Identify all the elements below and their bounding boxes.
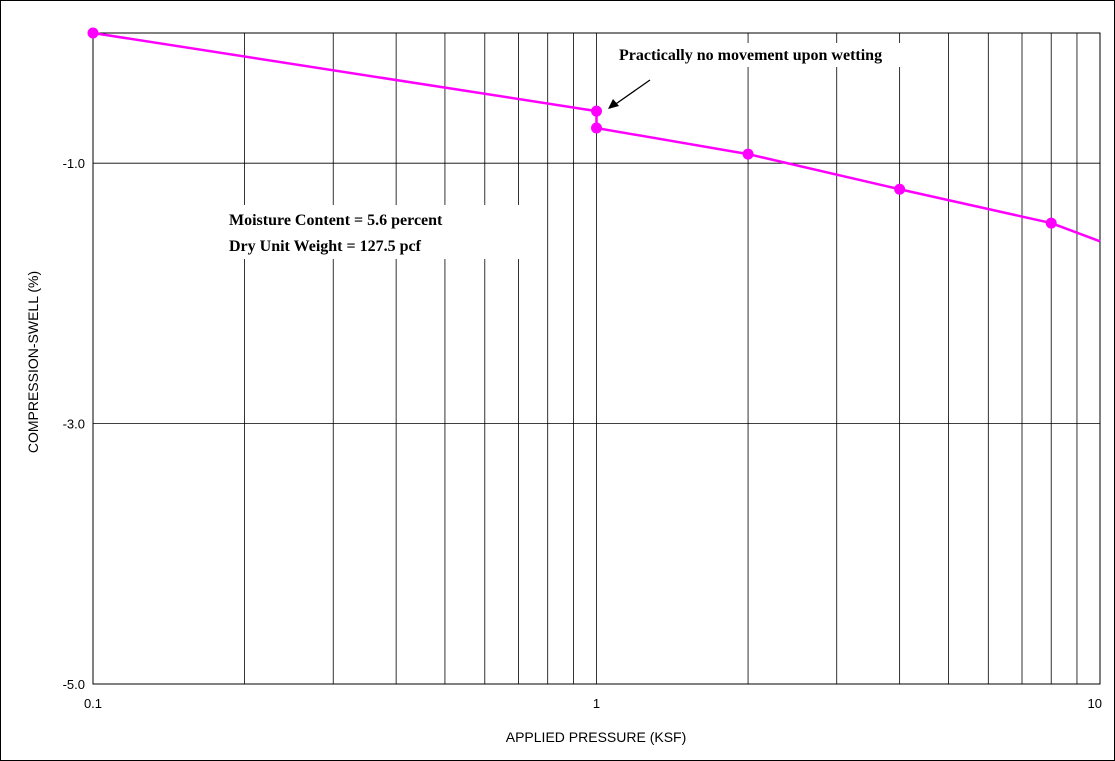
moisture-content-label: Moisture Content = 5.6 percent [229, 212, 443, 229]
data-point [87, 27, 99, 39]
annotation-box [222, 205, 547, 259]
data-point [1045, 217, 1057, 229]
data-point [894, 183, 906, 195]
x-tick-label: 10 [1088, 696, 1102, 711]
y-tick-label: -5.0 [63, 677, 85, 692]
wetting-note-box [614, 43, 944, 67]
x-tick-label: 1 [593, 696, 600, 711]
plot-area [92, 32, 1101, 685]
x-axis-title: APPLIED PRESSURE (KSF) [506, 729, 687, 745]
y-tick-labels: -1.0 -3.0 -5.0 [63, 156, 85, 692]
data-point [591, 105, 602, 117]
dry-unit-weight-label: Dry Unit Weight = 127.5 pcf [229, 238, 422, 255]
y-tick-label: -3.0 [63, 417, 85, 432]
x-tick-label: 0.1 [84, 696, 102, 711]
x-tick-labels: 0.1 1 10 [84, 696, 1102, 711]
grid [93, 33, 1100, 684]
y-axis-title: COMPRESSION-SWELL (%) [25, 271, 41, 453]
wetting-note-label: Practically no movement upon wetting [619, 47, 882, 64]
data-point [591, 122, 602, 134]
wetting-arrow-head [608, 99, 619, 109]
data-point [742, 148, 754, 160]
data-series [87, 27, 1101, 243]
y-tick-label: -1.0 [63, 156, 85, 171]
